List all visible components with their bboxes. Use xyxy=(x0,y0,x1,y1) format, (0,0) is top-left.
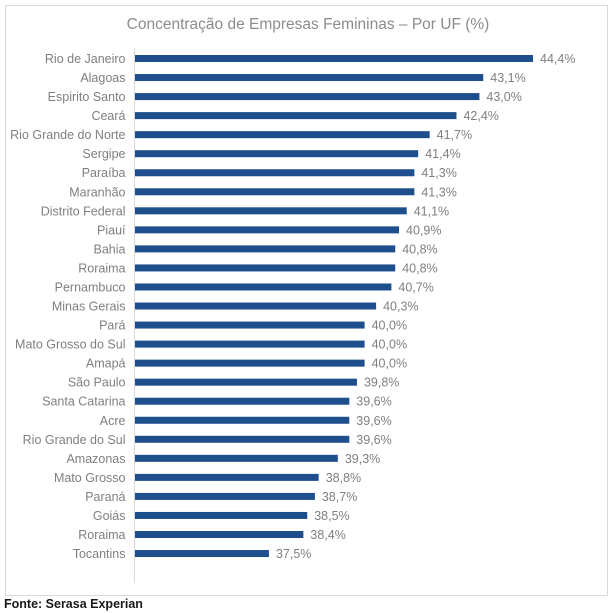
data-label: 39,6% xyxy=(356,395,391,409)
value-labels-group: 44,4% 43,1% 43,0% 42,4% 41,7% 41,4% 41,3% 41,3%… xyxy=(276,52,576,561)
data-label: 40,8% xyxy=(402,261,437,275)
bar xyxy=(135,454,338,462)
data-label: 40,0% xyxy=(372,357,407,371)
data-label: 43,0% xyxy=(486,90,521,104)
bar xyxy=(135,435,350,443)
bar xyxy=(135,550,269,558)
data-label: 39,8% xyxy=(364,376,399,390)
bar xyxy=(135,511,308,519)
data-label: 40,0% xyxy=(372,319,407,333)
data-label: 42,4% xyxy=(463,109,498,123)
category-label: Distrito Federal xyxy=(41,204,126,218)
category-label: Pará xyxy=(99,319,125,333)
bar xyxy=(135,416,350,424)
data-label: 40,0% xyxy=(372,338,407,352)
category-label: Roraima xyxy=(78,261,125,275)
category-label: Tocantins xyxy=(73,547,126,561)
category-label: Amapá xyxy=(86,357,126,371)
category-label: Amazonas xyxy=(66,452,125,466)
category-label: Paraíba xyxy=(82,166,126,180)
bar xyxy=(135,359,365,367)
data-label: 44,4% xyxy=(540,52,575,66)
bar xyxy=(135,188,415,196)
bars-group xyxy=(135,55,533,558)
data-label: 38,8% xyxy=(326,471,361,485)
bar xyxy=(135,340,365,348)
bar xyxy=(135,321,365,329)
category-label: Piauí xyxy=(97,223,126,237)
category-label: Maranhão xyxy=(69,185,125,199)
category-label: Rio Grande do Norte xyxy=(10,128,125,142)
bar xyxy=(135,397,350,405)
bar xyxy=(135,378,357,386)
bar xyxy=(135,302,377,310)
category-label: Roraima xyxy=(78,528,125,542)
bar xyxy=(135,531,304,538)
bar xyxy=(135,264,396,272)
category-label: Santa Catarina xyxy=(42,395,125,409)
data-label: 38,4% xyxy=(310,528,345,542)
category-label: Mato Grosso xyxy=(54,471,126,485)
category-label: Rio de Janeiro xyxy=(45,52,126,66)
data-label: 41,1% xyxy=(414,204,449,218)
chart-title: Concentração de Empresas Femininas – Por… xyxy=(126,16,490,33)
bar xyxy=(135,150,419,158)
category-label: Rio Grande do Sul xyxy=(23,433,126,447)
data-label: 38,5% xyxy=(314,509,349,523)
category-labels-group: Rio de Janeiro Alagoas Espirito Santo Ceará… xyxy=(10,52,126,561)
data-label: 40,8% xyxy=(402,242,437,256)
category-label: Ceará xyxy=(91,109,125,123)
source-note: Fonte: Serasa Experian xyxy=(4,597,143,611)
category-label: Acre xyxy=(100,414,126,428)
bar xyxy=(135,169,415,177)
bar xyxy=(135,55,533,62)
category-label: Espirito Santo xyxy=(48,90,126,104)
bar xyxy=(135,473,319,481)
data-label: 43,1% xyxy=(490,71,525,85)
category-label: Bahia xyxy=(94,242,126,256)
data-label: 38,7% xyxy=(322,490,357,504)
category-label: Alagoas xyxy=(80,71,125,85)
data-label: 37,5% xyxy=(276,547,311,561)
bar xyxy=(135,207,407,215)
bar xyxy=(135,74,484,82)
category-label: São Paulo xyxy=(68,376,126,390)
category-label: Mato Grosso do Sul xyxy=(15,338,125,352)
category-label: Minas Gerais xyxy=(52,300,126,314)
bar xyxy=(135,131,430,139)
bar xyxy=(135,226,400,234)
data-label: 41,3% xyxy=(421,185,456,199)
data-label: 41,7% xyxy=(437,128,472,142)
bar xyxy=(135,283,392,291)
data-label: 41,3% xyxy=(421,166,456,180)
bar xyxy=(135,492,315,500)
data-label: 41,4% xyxy=(425,147,460,161)
category-label: Paraná xyxy=(85,490,125,504)
bar xyxy=(135,112,457,120)
data-label: 39,6% xyxy=(356,433,391,447)
data-label: 40,9% xyxy=(406,223,441,237)
data-label: 40,3% xyxy=(383,300,418,314)
data-label: 40,7% xyxy=(398,280,433,294)
bar xyxy=(135,245,396,253)
category-label: Pernambuco xyxy=(55,280,126,294)
data-label: 39,6% xyxy=(356,414,391,428)
data-label: 39,3% xyxy=(345,452,380,466)
category-label: Goiás xyxy=(93,509,126,523)
category-label: Sergipe xyxy=(82,147,125,161)
bar xyxy=(135,93,480,101)
